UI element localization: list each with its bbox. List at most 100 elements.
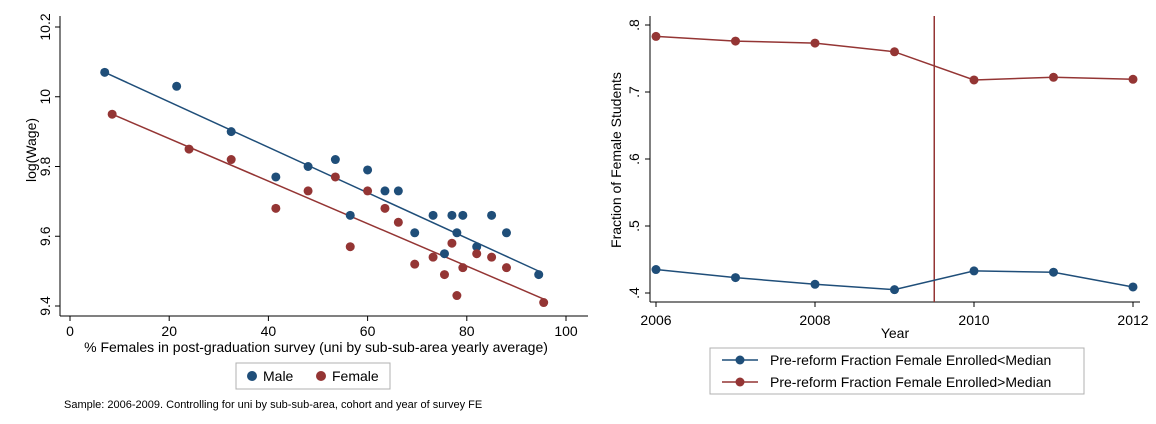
female-point: [226, 155, 236, 165]
female-point: [410, 259, 420, 269]
male-point: [271, 172, 281, 182]
y-tick-label: .5: [626, 220, 642, 232]
x-axis-label: Year: [881, 325, 910, 341]
x-tick-label: 2006: [640, 312, 671, 328]
male-point: [458, 210, 468, 220]
y-tick-label: 9.8: [37, 157, 53, 177]
male-point: [226, 127, 236, 137]
y-tick-label: 10.2: [37, 13, 53, 40]
female-point: [487, 252, 497, 262]
series-points: [651, 31, 1138, 295]
male-point: [172, 81, 182, 91]
male-point: [501, 228, 511, 238]
x-tick-label: 2010: [958, 312, 989, 328]
above-median-line: [655, 35, 1134, 81]
male-point: [303, 162, 313, 171]
female-fit-line: [111, 113, 544, 300]
female-point: [363, 186, 373, 196]
female-point: [447, 238, 457, 248]
legend-box: [235, 362, 391, 390]
enrollment-chart: 2006 2008 2010 2012 .4 .5 .6 .7 .8 Fraction of F…: [608, 16, 1149, 395]
y-tick-label: .8: [626, 19, 642, 31]
male-point: [428, 210, 438, 220]
male-fit-line: [104, 71, 540, 272]
x-tick-label: 20: [161, 323, 177, 339]
male-point: [447, 210, 457, 220]
above-median-point: [890, 47, 899, 57]
legend-above-marker: [735, 377, 745, 387]
female-point: [472, 249, 482, 259]
series-lines: [655, 35, 1134, 291]
legend-male-marker: [247, 371, 257, 381]
legend-female-marker: [316, 371, 326, 381]
above-median-point: [1049, 72, 1058, 82]
female-point: [330, 172, 340, 182]
female-point: [458, 263, 468, 273]
female-point: [107, 109, 117, 119]
above-median-point: [1128, 74, 1138, 84]
female-point: [393, 217, 403, 227]
male-point: [534, 270, 544, 280]
x-tick-label: 100: [554, 323, 578, 339]
legend-female-label: Female: [332, 368, 379, 384]
below-median-point: [969, 266, 979, 276]
y-tick-label: 9.6: [37, 226, 53, 246]
fit-lines: [104, 71, 544, 300]
y-axis-label: log(Wage): [23, 118, 39, 182]
female-point: [501, 263, 511, 273]
male-point: [345, 210, 355, 220]
below-median-point: [810, 279, 820, 289]
x-tick-label: 40: [261, 323, 277, 339]
wage-chart: 0 20 40 60 80 100 9.4 9.6 9.8 10 10.2 log(Wage) % …: [23, 13, 588, 411]
below-median-point: [1049, 267, 1058, 277]
male-point: [393, 186, 403, 196]
male-point: [439, 249, 449, 259]
male-point: [100, 67, 110, 77]
female-point: [439, 270, 449, 280]
y-axis-label: Fraction of Female Students: [608, 72, 624, 248]
below-median-point: [651, 265, 661, 275]
chart-note: Sample: 2006-2009. Controlling for uni b…: [64, 399, 482, 411]
legend-below-marker: [735, 355, 745, 365]
female-point: [345, 242, 355, 252]
axis-ticks: 0 20 40 60 80 100 9.4 9.6 9.8 10 10.2: [37, 13, 578, 339]
scatter-points: [100, 67, 549, 308]
female-point: [539, 298, 549, 308]
y-tick-label: .6: [626, 153, 642, 165]
male-point: [410, 228, 420, 238]
female-point: [184, 144, 194, 154]
below-median-point: [1128, 282, 1138, 292]
male-point: [380, 186, 390, 196]
legend-male-label: Male: [263, 368, 294, 384]
above-median-point: [810, 38, 820, 48]
male-point: [330, 155, 340, 165]
x-tick-label: 2012: [1117, 312, 1148, 328]
below-median-point: [731, 273, 740, 283]
above-median-point: [731, 36, 740, 46]
above-median-point: [651, 31, 661, 41]
female-point: [303, 186, 313, 196]
y-tick-label: .7: [626, 86, 642, 98]
male-point: [363, 165, 373, 175]
female-point: [271, 203, 281, 213]
male-point: [472, 242, 482, 252]
above-median-point: [969, 75, 979, 85]
male-point: [452, 228, 462, 238]
y-tick-label: .4: [626, 287, 642, 299]
legend-above-label: Pre-reform Fraction Female Enrolled>Medi…: [770, 374, 1051, 390]
legend-box: [709, 347, 1085, 395]
x-tick-label: 0: [66, 323, 74, 339]
legend-below-label: Pre-reform Fraction Female Enrolled<Medi…: [770, 352, 1051, 368]
x-tick-label: 60: [360, 323, 376, 339]
x-tick-label: 2008: [799, 312, 830, 328]
female-point: [428, 252, 438, 262]
x-axis-label: % Females in post-graduation survey (uni…: [84, 339, 548, 355]
x-tick-label: 80: [459, 323, 475, 339]
female-point: [380, 203, 390, 213]
axis-ticks: 2006 2008 2010 2012 .4 .5 .6 .7 .8: [626, 19, 1149, 328]
y-tick-label: 10: [37, 89, 53, 105]
below-median-point: [890, 285, 899, 295]
female-point: [452, 291, 462, 301]
male-point: [487, 210, 497, 220]
